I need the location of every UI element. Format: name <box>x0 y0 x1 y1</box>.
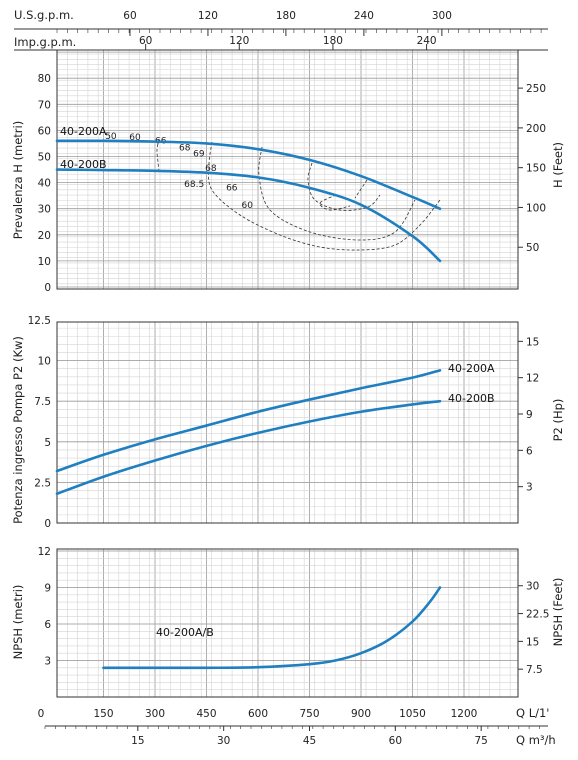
performance-curves <box>55 139 442 670</box>
impgpm-tick-label: 240 <box>417 35 437 47</box>
head-y2-tick-label: 200 <box>526 123 546 135</box>
efficiency-value-label: 68 <box>205 164 217 174</box>
head-y2-tick-label: 100 <box>526 202 546 214</box>
efficiency-iso-line <box>307 162 381 211</box>
npsh-y2-tick-label: 22.5 <box>526 609 549 621</box>
m3h-tick-label: 75 <box>474 735 487 747</box>
head-y-tick-label: 30 <box>38 204 51 216</box>
efficiency-iso-line <box>354 179 368 199</box>
impgpm-tick-label: 120 <box>229 35 249 47</box>
m3h-tick-label: 30 <box>217 735 230 747</box>
head-y-axis-label: Prevalenza H (metri) <box>11 121 25 239</box>
efficiency-value-label: 60 <box>129 133 141 143</box>
usgpm-tick-label: 240 <box>354 10 374 22</box>
npsh-series-label: 40-200A/B <box>156 626 214 639</box>
efficiency-iso-line <box>156 138 160 173</box>
npsh-y-tick-label: 12 <box>38 546 51 558</box>
impgpm-tick-label: 180 <box>323 35 343 47</box>
power-y2-tick-label: 6 <box>526 445 533 457</box>
head-y-tick-label: 20 <box>38 230 51 242</box>
lmin-tick-label: 900 <box>351 708 371 720</box>
lmin-tick-label: 600 <box>248 708 268 720</box>
impgpm-tick-label: 60 <box>139 35 152 47</box>
npsh-y2-tick-label: 15 <box>526 636 539 648</box>
head-series-a-label: 40-200A <box>60 125 107 138</box>
head-y2-tick-label: 150 <box>526 163 546 175</box>
lmin-axis-label: Q L/1' <box>516 706 549 720</box>
head-y-tick-label: 80 <box>38 73 51 85</box>
power-series-b-label: 40-200B <box>448 392 495 405</box>
npsh-curve-0 <box>102 586 442 670</box>
m3h-axis-label: Q m³/h <box>516 733 556 747</box>
power-curve-0 <box>55 369 442 473</box>
lmin-tick-label: 750 <box>299 708 319 720</box>
npsh-y2-tick-label: 7.5 <box>526 664 543 676</box>
impgpm-axis-label: Imp.g.p.m. <box>14 35 76 49</box>
power-y-axis-label: Potenza ingresso Pompa P2 (Kw) <box>11 336 25 524</box>
efficiency-value-label: 50 <box>105 132 117 142</box>
power-curve-1 <box>55 399 442 496</box>
efficiency-value-label: 68.5 <box>184 180 204 190</box>
power-y2-tick-label: 12 <box>526 373 539 385</box>
lmin-tick-label: 1200 <box>451 708 478 720</box>
efficiency-iso-line <box>319 194 351 211</box>
lmin-tick-label: 300 <box>145 708 165 720</box>
npsh-y-tick-label: 6 <box>44 619 51 631</box>
efficiency-iso-line <box>208 141 441 251</box>
chart-frames <box>14 28 548 731</box>
lmin-tick-label: 0 <box>38 708 45 720</box>
npsh-y-tick-label: 9 <box>44 583 51 595</box>
lmin-tick-label: 150 <box>93 708 113 720</box>
power-y2-tick-label: 15 <box>526 336 539 348</box>
power-y-tick-label: 2.5 <box>34 477 51 489</box>
efficiency-value-label: 60 <box>242 201 254 211</box>
npsh-y2-axis-label: NPSH (Feet) <box>551 578 565 647</box>
head-y-tick-label: 40 <box>38 178 51 190</box>
power-y2-tick-label: 3 <box>526 482 533 494</box>
efficiency-value-label: 68 <box>179 144 191 154</box>
efficiency-value-label: 69 <box>193 149 205 159</box>
power-y-tick-label: 0 <box>44 518 51 530</box>
power-y-tick-label: 5 <box>44 437 51 449</box>
head-y2-tick-label: 50 <box>526 242 539 254</box>
head-series-b-label: 40-200B <box>60 158 107 171</box>
chart-labels: 0102030405060708002.557.51012.5369125010… <box>28 10 550 747</box>
power-y2-axis-label: P2 (Hp) <box>551 399 565 442</box>
head-y-tick-label: 10 <box>38 256 51 268</box>
npsh-y2-tick-label: 30 <box>526 581 539 593</box>
head-y2-axis-label: H (Feet) <box>551 142 565 188</box>
lmin-tick-label: 1050 <box>399 708 426 720</box>
head-curve-1 <box>55 168 442 263</box>
npsh-y-tick-label: 3 <box>44 656 51 668</box>
power-y2-tick-label: 9 <box>526 409 533 421</box>
m3h-tick-label: 45 <box>303 735 316 747</box>
head-y-tick-label: 50 <box>38 152 51 164</box>
efficiency-iso-line <box>258 146 416 241</box>
m3h-tick-label: 15 <box>131 735 144 747</box>
usgpm-axis-label: U.S.g.p.m. <box>14 8 74 22</box>
panel-frame <box>56 321 519 524</box>
efficiency-value-label: 66 <box>226 184 238 194</box>
head-y2-tick-label: 250 <box>526 83 546 95</box>
head-y-tick-label: 60 <box>38 125 51 137</box>
npsh-y-axis-label: NPSH (metri) <box>11 585 25 660</box>
usgpm-tick-label: 60 <box>123 10 136 22</box>
usgpm-tick-label: 120 <box>198 10 218 22</box>
power-series-a-label: 40-200A <box>448 362 495 375</box>
lmin-tick-label: 450 <box>196 708 216 720</box>
m3h-tick-label: 60 <box>389 735 402 747</box>
usgpm-tick-label: 300 <box>432 10 452 22</box>
head-y-tick-label: 70 <box>38 99 51 111</box>
power-y-tick-label: 10 <box>38 356 51 368</box>
power-y-tick-label: 7.5 <box>34 396 51 408</box>
head-y-tick-label: 0 <box>44 282 51 294</box>
head-curve-0 <box>55 139 442 210</box>
power-y-tick-label: 12.5 <box>28 315 51 327</box>
usgpm-tick-label: 180 <box>276 10 296 22</box>
